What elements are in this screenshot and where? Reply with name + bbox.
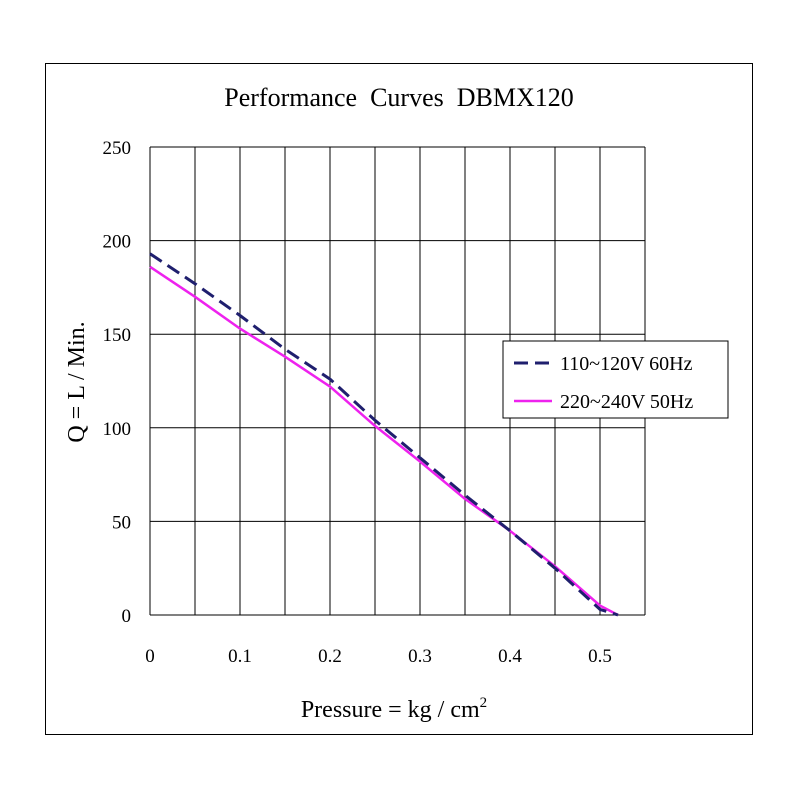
series-line-220v-50hz (149, 265, 619, 617)
y-tick-label: 150 (103, 325, 132, 346)
x-tick-label: 0 (145, 646, 155, 667)
y-tick-label: 0 (122, 606, 132, 627)
x-tick-label: 0.5 (588, 646, 612, 667)
y-tick-label: 200 (103, 232, 132, 253)
x-axis-label: Pressure = kg / cm2 (301, 695, 487, 723)
x-tick-label: 0.1 (228, 646, 252, 667)
x-tick-label: 0.2 (318, 646, 342, 667)
x-tick-label: 0.3 (408, 646, 432, 667)
y-tick-label: 50 (112, 512, 131, 533)
y-tick-labels: 0 50 100 150 200 250 (103, 138, 132, 627)
y-tick-label: 250 (103, 138, 132, 159)
x-tick-label: 0.4 (498, 646, 522, 667)
chart-frame (45, 63, 753, 735)
x-tick-labels: 0 0.1 0.2 0.3 0.4 0.5 (145, 646, 612, 667)
series-lines (149, 252, 619, 617)
y-axis-label: Q = L / Min. (64, 321, 90, 442)
y-tick-label: 100 (103, 419, 132, 440)
legend-label-110v: 110~120V 60Hz (560, 353, 693, 375)
x-axis-label-superscript: 2 (480, 695, 488, 711)
chart-title: Performance Curves DBMX120 (224, 83, 574, 112)
x-axis-label-text: Pressure = kg / cm (301, 697, 480, 723)
legend-label-220v: 220~240V 50Hz (560, 391, 693, 413)
legend: 110~120V 60Hz 220~240V 50Hz (502, 340, 729, 419)
legend-box (502, 340, 729, 419)
